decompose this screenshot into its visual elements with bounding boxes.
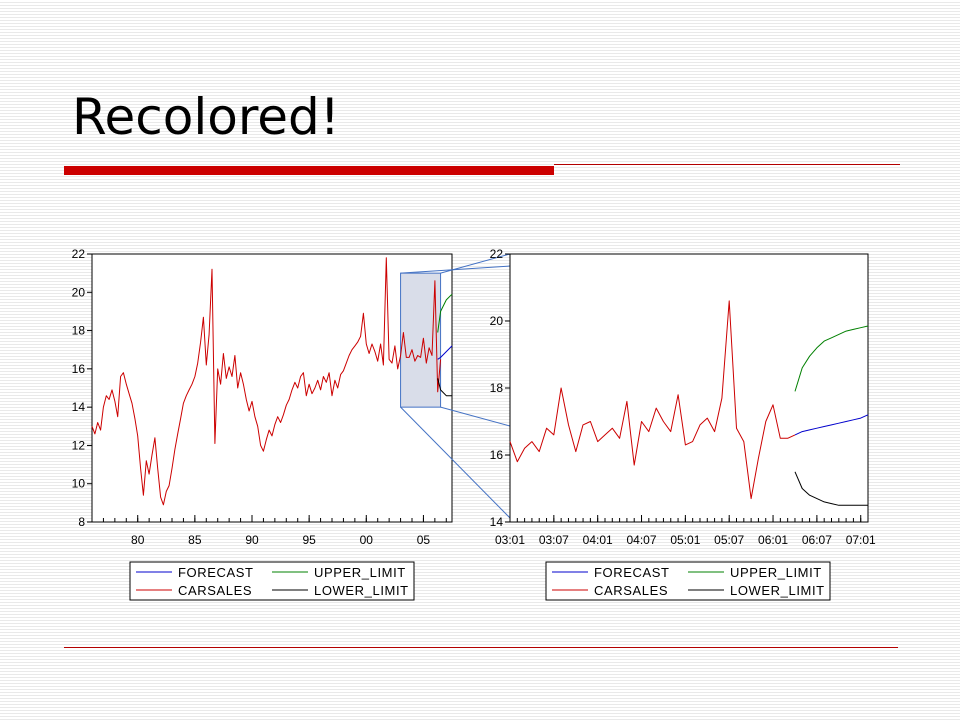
x-tick-label: 90 bbox=[245, 533, 259, 547]
legend-label: CARSALES bbox=[594, 583, 668, 598]
x-tick-label: 06:01 bbox=[758, 533, 788, 547]
legend-label: CARSALES bbox=[178, 583, 252, 598]
footer-rule bbox=[64, 647, 898, 648]
y-tick-label: 20 bbox=[72, 285, 86, 299]
x-tick-label: 00 bbox=[360, 533, 374, 547]
series-line-carsales bbox=[509, 300, 796, 500]
legend-box bbox=[545, 561, 831, 601]
y-tick-label: 18 bbox=[72, 324, 86, 338]
series-line-upper-limit bbox=[437, 293, 453, 333]
y-tick-label: 22 bbox=[72, 247, 86, 261]
x-tick-label: 07:01 bbox=[846, 533, 876, 547]
title-underline bbox=[554, 164, 900, 165]
plot-frame bbox=[91, 253, 453, 523]
y-tick-label: 16 bbox=[490, 448, 504, 462]
series-line-lower-limit bbox=[437, 378, 452, 397]
legend-label: LOWER_LIMIT bbox=[730, 583, 825, 598]
series-line-lower-limit bbox=[794, 471, 868, 506]
zoom-connectors bbox=[400, 253, 511, 519]
y-tick-label: 8 bbox=[78, 515, 85, 529]
x-tick-label: 03:07 bbox=[539, 533, 569, 547]
series-line-carsales bbox=[91, 257, 442, 506]
x-tick-label: 04:07 bbox=[627, 533, 657, 547]
legend-label: UPPER_LIMIT bbox=[730, 565, 822, 580]
series-line-upper-limit bbox=[794, 325, 869, 392]
title-accent-bar bbox=[64, 166, 554, 175]
x-tick-label: 95 bbox=[302, 533, 316, 547]
zoom-connector-line bbox=[440, 253, 511, 274]
x-tick-label: 04:01 bbox=[583, 533, 613, 547]
legend-box bbox=[129, 561, 415, 601]
x-tick-label: 03:01 bbox=[495, 533, 525, 547]
zoomed-chart: 03:01 03:07 04:01 04:07 05:01 05:07 06:01 06:07… bbox=[490, 247, 876, 601]
x-tick-label: 05 bbox=[417, 533, 431, 547]
y-tick-label: 16 bbox=[72, 362, 86, 376]
overview-chart: 80 85 90 95 00 05 8 10 12 14 16 18 20 22 FORECAST UPPER… bbox=[72, 247, 453, 601]
legend-label: FORECAST bbox=[178, 565, 254, 580]
legend-label: UPPER_LIMIT bbox=[314, 565, 406, 580]
series-line-forecast bbox=[794, 414, 869, 436]
x-tick-label: 06:07 bbox=[802, 533, 832, 547]
zoom-connector-line bbox=[440, 406, 511, 427]
x-tick-label: 80 bbox=[131, 533, 145, 547]
x-tick-label: 05:07 bbox=[714, 533, 744, 547]
slide-title: Recolored! bbox=[72, 88, 340, 146]
y-tick-label: 22 bbox=[490, 247, 504, 261]
legend-label: FORECAST bbox=[594, 565, 670, 580]
y-tick-label: 14 bbox=[72, 400, 86, 414]
y-tick-label: 18 bbox=[490, 381, 504, 395]
y-tick-label: 14 bbox=[490, 515, 504, 529]
y-tick-label: 20 bbox=[490, 314, 504, 328]
zoom-connector-line bbox=[400, 406, 511, 519]
y-tick-label: 10 bbox=[72, 477, 86, 491]
x-tick-label: 05:01 bbox=[670, 533, 700, 547]
x-tick-label: 85 bbox=[188, 533, 202, 547]
legend-label: LOWER_LIMIT bbox=[314, 583, 409, 598]
plot-frame bbox=[509, 253, 869, 523]
series-line-forecast bbox=[437, 345, 453, 360]
y-tick-label: 12 bbox=[72, 438, 86, 452]
